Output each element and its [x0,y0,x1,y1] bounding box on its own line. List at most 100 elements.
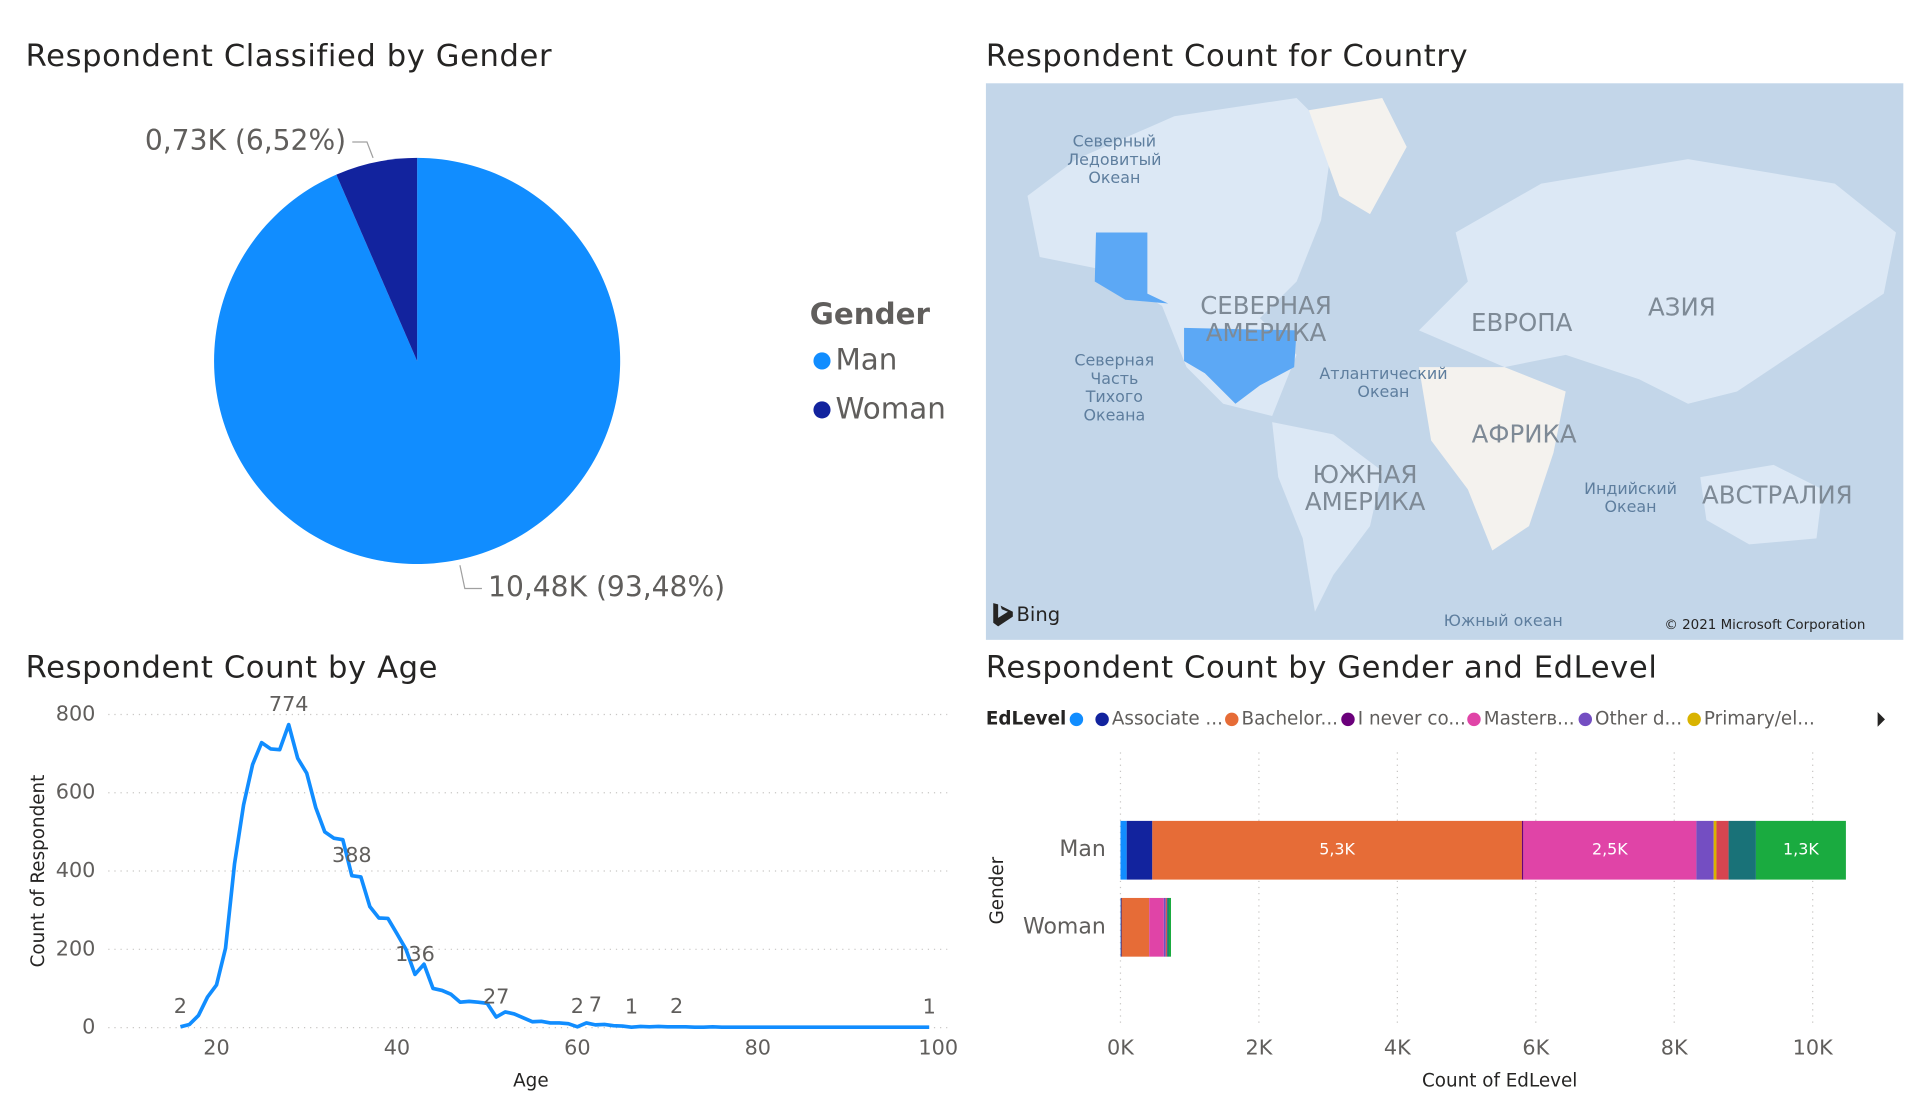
data-label: 2 [571,994,584,1018]
bar-segment [1149,897,1164,957]
bar-segment [1152,820,1522,880]
legend-label: Other d... [1595,708,1682,729]
map-attribution: Bing [1016,603,1060,626]
data-label: 10,48K (93,48%) [488,570,725,603]
data-label: 7 [589,992,602,1016]
bar-segment [1728,820,1756,880]
map-label: АФРИКА [1472,420,1577,449]
y-axis-label: Gender [987,856,1008,924]
bar-segment [1755,820,1846,880]
x-tick-label: 0K [1107,1035,1135,1059]
legend-marker [1095,712,1109,727]
legend-marker [1578,712,1593,727]
data-label: 136 [395,942,435,966]
bar-segment [1716,820,1729,880]
x-tick-label: 2K [1245,1035,1273,1059]
map-label: Часть [1090,369,1138,388]
y-tick-label: 200 [56,936,96,960]
y-tick-label: 400 [56,858,96,882]
legend-marker [1069,712,1084,727]
data-label: 774 [269,692,309,716]
legend-marker [1467,712,1481,727]
map-label: Океан [1088,168,1140,187]
bar-segment [1121,897,1150,957]
bar-segment [1521,820,1524,880]
map-label: АМЕРИКА [1305,487,1426,516]
bar-segment [1167,897,1169,957]
legend-label: Masterв... [1484,708,1575,729]
chart-title: Respondent Count by Gender and EdLevel [986,651,1658,686]
legend-marker [813,401,831,419]
bar-segment [1713,820,1717,880]
x-tick-label: 6K [1522,1035,1550,1059]
data-label: 0,73K (6,52%) [145,124,346,157]
bar-segment [1696,820,1714,880]
x-axis-label: Count of EdLevel [1422,1070,1577,1091]
map-label: СЕВЕРНАЯ [1200,291,1332,320]
y-tick-label: 600 [56,780,96,804]
map-label: Океана [1083,406,1145,425]
legend-title: EdLevel [986,708,1066,729]
x-tick-label: 10K [1793,1035,1834,1059]
y-tick-label: Man [1059,837,1105,862]
chart-title: Respondent Count for Country [986,39,1468,74]
legend-label: Primary/el... [1704,708,1815,729]
data-label: 1 [923,995,936,1019]
line-series [179,722,930,1030]
bar-segment [1126,820,1153,880]
legend-label: Associate ... [1112,708,1223,729]
legend-marker [1341,712,1355,727]
legend-scroll-arrow[interactable] [1877,712,1885,727]
legend-title: Gender [810,297,931,331]
bar-segment [1166,897,1168,957]
leader-line [352,141,374,159]
map-label: Индийский [1584,479,1677,498]
map-label: Океан [1605,497,1657,516]
legend-label: Woman [835,391,945,425]
bar-segment [1120,897,1122,957]
x-tick-label: 40 [384,1035,410,1059]
data-label: 2 [174,994,187,1018]
x-tick-label: 60 [564,1035,590,1059]
legend-marker [1225,712,1239,727]
y-axis-label: Count of Respondent [28,775,49,968]
legend-label: Bachelor... [1242,708,1338,729]
map-background [985,83,1904,640]
legend-marker [1687,712,1701,727]
legend-marker [813,352,831,370]
bar-segment [1163,897,1166,957]
x-tick-label: 80 [745,1035,771,1059]
map-label: Южный океан [1444,611,1563,630]
bar-segment [1168,897,1171,957]
bing-logo [993,603,1013,627]
map-label: ЮЖНАЯ [1313,460,1418,489]
x-tick-label: 20 [203,1035,229,1059]
chart-title: Respondent Count by Age [26,651,438,686]
data-label: 1 [625,995,638,1019]
map-label: Ледовитый [1067,150,1161,169]
pie-slice [336,157,418,361]
y-tick-label: 800 [56,701,96,725]
data-label: 2 [670,994,683,1018]
x-axis-label: Age [513,1070,548,1091]
data-label: 27 [483,984,509,1008]
map-label: Атлантический [1319,364,1447,383]
y-tick-label: 0 [82,1015,95,1039]
map-label: Океан [1357,382,1409,401]
data-label: 1,3K [1783,840,1819,859]
map-label: Северный [1073,132,1156,151]
y-tick-label: Woman [1023,914,1106,939]
x-tick-label: 8K [1661,1035,1689,1059]
data-label: 388 [332,843,372,867]
data-label: 5,3K [1319,840,1355,859]
map-label: АВСТРАЛИЯ [1702,481,1853,510]
data-label: 2,5K [1592,840,1628,859]
map-label: АЗИЯ [1648,292,1716,321]
bar-segment [1120,820,1127,880]
map-label: Северная [1074,350,1154,369]
map-label: ЕВРОПА [1471,308,1573,337]
legend-label: I never co... [1358,708,1466,729]
map-label: Тихого [1085,387,1143,406]
legend-label: Man [835,342,897,376]
